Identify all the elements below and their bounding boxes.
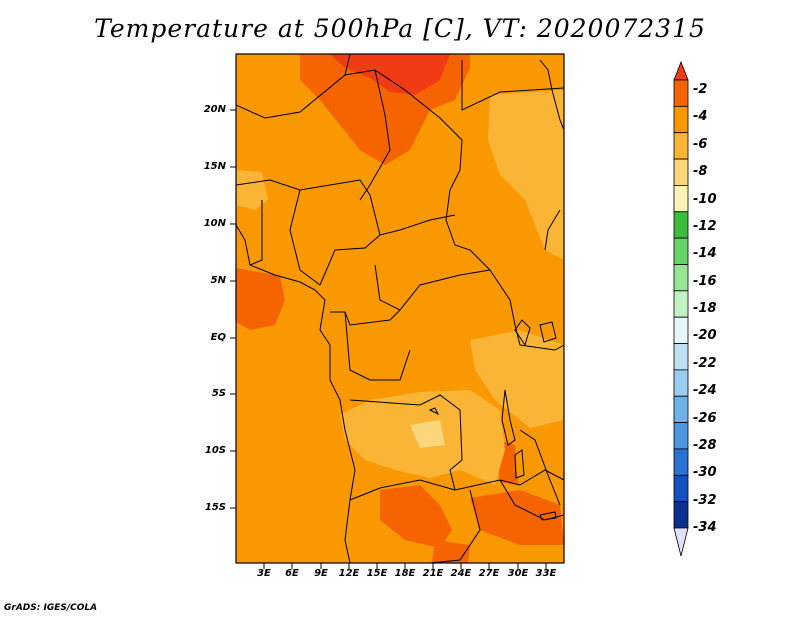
field-region-south-warm (432, 540, 470, 563)
lat-label-20n: 20N (203, 104, 226, 115)
colorbar-label: -32 (693, 493, 717, 508)
lat-label-5s: 5S (211, 388, 226, 399)
colorbar-label: -26 (693, 411, 717, 426)
map-title: Temperature at 500hPa [C], VT: 202007231… (94, 14, 706, 43)
colorbar-label: -10 (693, 192, 717, 207)
colorbar-label: -30 (693, 465, 717, 480)
colorbar-label: -6 (693, 137, 708, 152)
lat-label-15s: 15S (204, 502, 226, 513)
colorbar-cell (673, 369, 689, 397)
lon-label-18e: 18E (394, 568, 416, 579)
colorbar-cell (673, 211, 689, 239)
field-region-mozambique-warm (470, 490, 564, 545)
field-region-zambia-warm (380, 485, 452, 548)
field-region-westcoast-cool (236, 170, 268, 210)
colorbar-bottom-arrow (673, 527, 689, 557)
lat-ticks (230, 109, 236, 509)
lon-label-33e: 33E (535, 568, 557, 579)
colorbar-cell (673, 501, 689, 529)
colorbar-cell (673, 105, 689, 134)
lon-label-6e: 6E (285, 568, 299, 579)
lat-label-5n: 5N (210, 275, 226, 286)
colorbar-cell (673, 132, 689, 160)
colorbar-top-arrow (673, 60, 689, 81)
field-region-angola-coolest (410, 420, 445, 448)
footer-credit: GrADS: IGES/COLA (4, 603, 98, 613)
lon-label-21e: 21E (422, 568, 444, 579)
lon-label-15e: 15E (366, 568, 388, 579)
field-region-coast-warm (236, 268, 285, 330)
colorbar-cell (673, 474, 689, 503)
lat-label-eq: EQ (210, 332, 226, 343)
colorbar-label: -16 (693, 274, 717, 289)
lon-ticks (263, 563, 547, 569)
lon-label-12e: 12E (338, 568, 360, 579)
country-boundaries (236, 54, 564, 563)
colorbar-label: -18 (693, 301, 717, 316)
lon-label-9e: 9E (314, 568, 328, 579)
lon-label-24e: 24E (450, 568, 472, 579)
field-region-sahara-hot (330, 54, 450, 95)
colorbar-label: -28 (693, 438, 717, 453)
colorbar-label: -2 (693, 82, 708, 97)
lon-label-27e: 27E (478, 568, 500, 579)
lat-label-15n: 15N (203, 161, 226, 172)
colorbar-cell (673, 79, 689, 107)
colorbar-label: -14 (693, 246, 717, 261)
colorbar-cell (673, 422, 689, 450)
lon-label-30e: 30E (507, 568, 529, 579)
field-region-tanzania-cool (470, 330, 564, 428)
colorbar-label: -4 (693, 109, 708, 124)
colorbar-label: -8 (693, 164, 708, 179)
colorbar-cell (673, 185, 689, 213)
colorbar-cell (673, 395, 689, 423)
lat-label-10s: 10S (204, 445, 226, 456)
colorbar-cell (673, 448, 689, 476)
colorbar-cell (673, 290, 689, 318)
colorbar-cell (673, 264, 689, 292)
temperature-field (236, 54, 564, 563)
colorbar-cell (673, 237, 689, 265)
field-region-sudan-cool (488, 90, 564, 260)
colorbar (673, 60, 689, 557)
colorbar-cells (673, 79, 689, 529)
map-frame (235, 53, 565, 564)
colorbar-label: -24 (693, 383, 717, 398)
colorbar-cell (673, 316, 689, 344)
colorbar-label: -12 (693, 219, 717, 234)
colorbar-cell (673, 343, 689, 371)
lat-label-10n: 10N (203, 218, 226, 229)
lon-label-3e: 3E (257, 568, 271, 579)
colorbar-label: -34 (693, 520, 717, 535)
colorbar-label: -20 (693, 328, 717, 343)
colorbar-cell (673, 158, 689, 186)
colorbar-label: -22 (693, 356, 717, 371)
